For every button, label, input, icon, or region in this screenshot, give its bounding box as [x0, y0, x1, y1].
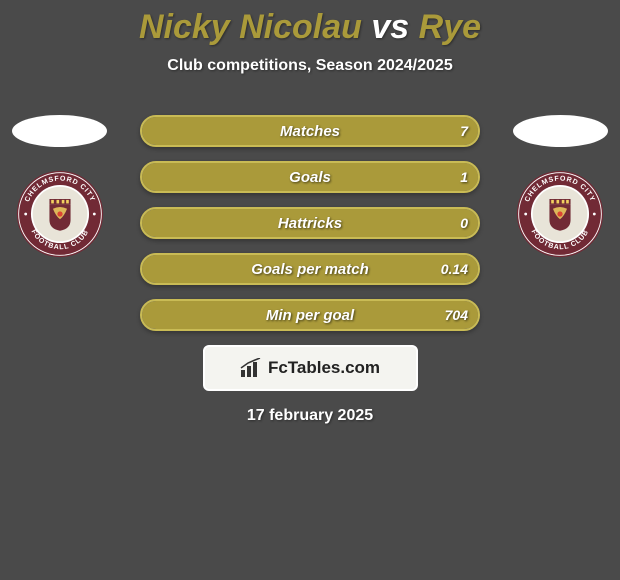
club-badge-left: CHELMSFORD CITY FOOTBALL CLUB	[16, 170, 104, 258]
stat-row: Min per goal704	[140, 299, 480, 331]
stats-section: CHELMSFORD CITY FOOTBALL CLUB CHELMSFORD…	[0, 115, 620, 331]
title-player-left: Nicky Nicolau	[139, 8, 362, 46]
stat-label: Hattricks	[142, 209, 478, 237]
comparison-card: Nicky Nicolau vs Rye Club competitions, …	[0, 0, 620, 425]
stat-label: Goals	[142, 163, 478, 191]
page-title: Nicky Nicolau vs Rye	[0, 8, 620, 47]
date-line: 17 february 2025	[0, 407, 620, 425]
stat-row: Goals1	[140, 161, 480, 193]
stat-value-right: 1	[460, 163, 468, 191]
player-left-marker	[12, 115, 107, 147]
stat-label: Matches	[142, 117, 478, 145]
stat-row: Goals per match0.14	[140, 253, 480, 285]
brand-text: FcTables.com	[268, 358, 380, 378]
title-vs: vs	[362, 8, 419, 46]
subtitle: Club competitions, Season 2024/2025	[0, 57, 620, 75]
stat-value-right: 704	[445, 301, 468, 329]
player-right-marker	[513, 115, 608, 147]
brand-chart-icon	[240, 358, 262, 378]
title-player-right: Rye	[419, 8, 481, 46]
stat-row: Hattricks0	[140, 207, 480, 239]
stat-value-right: 7	[460, 117, 468, 145]
brand-box[interactable]: FcTables.com	[203, 345, 418, 391]
stat-value-right: 0.14	[441, 255, 468, 283]
club-badge-right: CHELMSFORD CITY FOOTBALL CLUB	[516, 170, 604, 258]
stat-rows: Matches7Goals1Hattricks0Goals per match0…	[140, 115, 480, 331]
stat-value-right: 0	[460, 209, 468, 237]
stat-label: Min per goal	[142, 301, 478, 329]
stat-row: Matches7	[140, 115, 480, 147]
stat-label: Goals per match	[142, 255, 478, 283]
